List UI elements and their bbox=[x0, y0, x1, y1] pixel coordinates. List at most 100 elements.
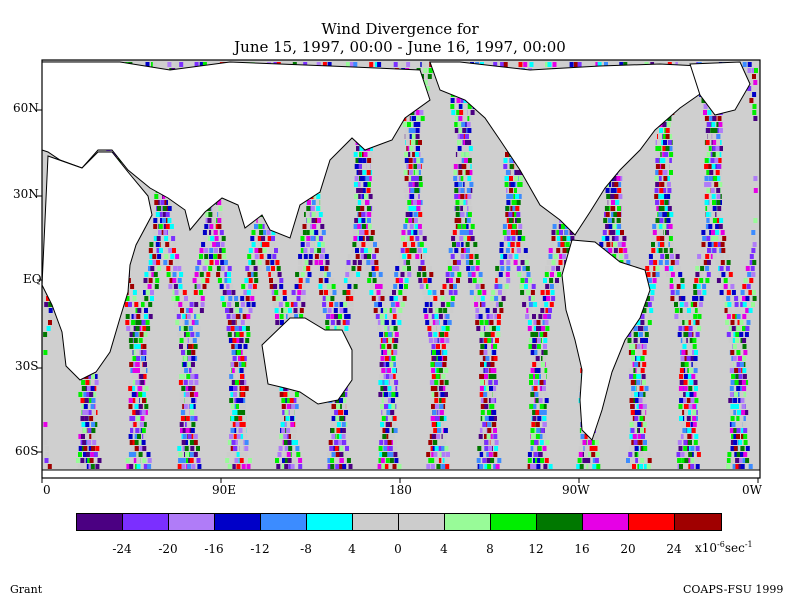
swath-cell bbox=[202, 284, 207, 289]
swath-cell bbox=[591, 440, 596, 445]
swath-cell bbox=[234, 344, 239, 349]
swath-cell bbox=[465, 248, 470, 253]
swath-cell bbox=[616, 218, 621, 223]
swath-cell bbox=[187, 362, 192, 367]
swath-cell bbox=[555, 284, 559, 289]
swath-cell bbox=[542, 416, 547, 421]
swath-cell bbox=[89, 434, 94, 439]
swath-cell bbox=[344, 410, 348, 415]
swath-cell bbox=[384, 380, 389, 385]
swath-cell bbox=[538, 452, 543, 457]
swath-cell bbox=[87, 404, 92, 409]
swath-cell bbox=[284, 446, 289, 451]
swath-cell bbox=[321, 230, 326, 235]
swath-cell bbox=[139, 446, 144, 451]
swath-cell bbox=[608, 200, 613, 205]
swath-cell bbox=[254, 254, 259, 259]
swath-cell bbox=[318, 278, 323, 283]
swath-cell bbox=[382, 428, 387, 433]
swath-cell bbox=[454, 128, 459, 133]
swath-cell bbox=[474, 302, 479, 307]
swath-cell bbox=[168, 284, 173, 289]
swath-cell bbox=[218, 206, 223, 211]
swath-cell bbox=[414, 182, 419, 187]
swath-cell bbox=[125, 320, 130, 325]
swath-cell bbox=[361, 212, 366, 217]
swath-cell bbox=[266, 230, 271, 235]
swath-cell bbox=[136, 452, 141, 457]
swath-cell bbox=[238, 326, 243, 331]
swath-cell bbox=[438, 368, 443, 373]
swath-cell bbox=[614, 194, 619, 199]
swath-cell bbox=[134, 332, 139, 337]
swath-cell bbox=[484, 416, 489, 421]
swath-cell bbox=[388, 434, 393, 439]
swath-cell bbox=[199, 272, 204, 277]
swath-cell bbox=[244, 446, 249, 451]
swath-cell bbox=[217, 224, 222, 229]
swath-cell bbox=[441, 386, 446, 391]
swath-cell bbox=[479, 452, 484, 457]
swath-cell bbox=[530, 296, 535, 301]
swath-cell bbox=[354, 176, 359, 181]
swath-cell bbox=[611, 200, 615, 205]
swath-cell bbox=[480, 410, 485, 415]
swath-cell bbox=[496, 320, 501, 325]
swath-cell bbox=[523, 248, 528, 253]
swath-cell bbox=[374, 248, 379, 253]
swath-cell bbox=[128, 380, 133, 385]
swath-cell bbox=[544, 302, 549, 307]
swath-cell bbox=[180, 326, 185, 331]
swath-cell bbox=[374, 260, 379, 265]
swath-cell bbox=[510, 170, 515, 175]
swath-cell bbox=[526, 272, 531, 277]
swath-cell bbox=[191, 320, 196, 325]
swath-cell bbox=[234, 362, 239, 367]
swath-cell bbox=[346, 314, 351, 319]
swath-cell bbox=[644, 386, 649, 391]
swath-cell bbox=[416, 158, 421, 163]
swath-cell bbox=[276, 266, 281, 271]
swath-cell bbox=[362, 170, 367, 175]
swath-cell bbox=[387, 416, 392, 421]
swath-cell bbox=[383, 446, 388, 451]
swath-cell bbox=[274, 290, 279, 295]
swath-cell bbox=[339, 452, 344, 457]
swath-cell bbox=[500, 254, 505, 259]
swath-cell bbox=[358, 170, 363, 175]
swath-cell bbox=[484, 440, 489, 445]
swath-cell bbox=[553, 218, 558, 223]
swath-cell bbox=[394, 380, 399, 385]
swath-cell bbox=[434, 446, 439, 451]
swath-cell bbox=[434, 392, 439, 397]
swath-cell bbox=[81, 422, 86, 427]
swath-cell bbox=[404, 278, 409, 283]
swath-cell bbox=[518, 176, 523, 181]
swath-cell bbox=[244, 440, 249, 445]
swath-cell bbox=[391, 422, 396, 427]
swath-cell bbox=[78, 452, 82, 457]
swath-cell bbox=[235, 332, 240, 337]
swath-cell bbox=[324, 278, 329, 283]
swath-cell bbox=[593, 446, 598, 451]
swath-cell bbox=[368, 242, 373, 247]
swath-cell bbox=[656, 206, 661, 211]
swath-cell bbox=[284, 410, 289, 415]
swath-cell bbox=[413, 218, 418, 223]
swath-cell bbox=[523, 62, 528, 67]
swath-cell bbox=[134, 440, 139, 445]
swath-cell bbox=[368, 248, 372, 253]
swath-cell bbox=[154, 200, 159, 205]
swath-cell bbox=[594, 440, 599, 445]
swath-cell bbox=[229, 434, 233, 439]
swath-cell bbox=[268, 248, 273, 253]
swath-cell bbox=[290, 416, 295, 421]
swath-cell bbox=[88, 464, 93, 469]
swath-cell bbox=[423, 308, 428, 313]
swath-cell bbox=[220, 296, 225, 301]
swath-cell bbox=[279, 320, 284, 325]
swath-cell bbox=[391, 356, 396, 361]
swath-cell bbox=[229, 308, 234, 313]
swath-cell bbox=[536, 380, 541, 385]
swath-cell bbox=[300, 248, 305, 253]
